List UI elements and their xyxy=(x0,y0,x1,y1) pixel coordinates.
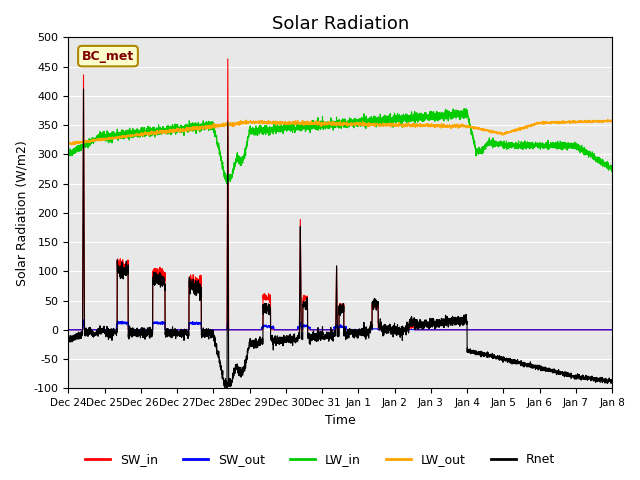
LW_out xyxy=(608,117,616,123)
LW_in xyxy=(65,150,72,156)
Rnet xyxy=(608,380,616,386)
Line: SW_in: SW_in xyxy=(68,59,612,330)
LW_out xyxy=(608,119,616,125)
LW_in xyxy=(462,110,470,116)
SW_out xyxy=(320,327,328,333)
SW_in xyxy=(65,327,72,333)
Y-axis label: Solar Radiation (W/m2): Solar Radiation (W/m2) xyxy=(15,140,28,286)
Rnet xyxy=(79,86,87,92)
SW_out xyxy=(462,327,470,333)
Rnet xyxy=(493,356,501,361)
LW_out xyxy=(462,124,470,130)
SW_out xyxy=(65,327,72,333)
SW_out xyxy=(432,327,440,333)
Text: BC_met: BC_met xyxy=(82,49,134,62)
SW_out xyxy=(493,327,500,333)
SW_in xyxy=(320,327,328,333)
LW_out xyxy=(65,141,72,146)
SW_in xyxy=(493,327,500,333)
LW_in xyxy=(320,123,328,129)
SW_out xyxy=(607,327,615,333)
SW_in xyxy=(224,56,232,62)
Legend: SW_in, SW_out, LW_in, LW_out, Rnet: SW_in, SW_out, LW_in, LW_out, Rnet xyxy=(80,448,560,471)
Rnet xyxy=(462,316,470,322)
LW_out xyxy=(320,121,328,127)
Title: Solar Radiation: Solar Radiation xyxy=(271,15,409,33)
LW_in xyxy=(162,129,170,135)
LW_in xyxy=(223,181,231,187)
X-axis label: Time: Time xyxy=(324,414,356,427)
Rnet xyxy=(320,334,328,340)
Line: LW_out: LW_out xyxy=(68,120,612,144)
LW_out xyxy=(68,142,76,147)
Rnet xyxy=(221,387,228,393)
SW_in xyxy=(162,327,170,333)
SW_in xyxy=(608,327,616,333)
LW_out xyxy=(604,117,611,122)
SW_out xyxy=(608,327,616,333)
SW_in xyxy=(432,327,440,333)
LW_out xyxy=(163,128,170,133)
Rnet xyxy=(65,336,72,342)
LW_in xyxy=(608,165,616,171)
SW_out xyxy=(224,316,232,322)
Line: LW_in: LW_in xyxy=(68,108,612,184)
LW_in xyxy=(608,166,616,172)
LW_out xyxy=(432,122,440,128)
LW_in xyxy=(460,106,468,111)
Rnet xyxy=(608,378,616,384)
LW_out xyxy=(493,129,500,135)
SW_in xyxy=(462,327,470,333)
Line: Rnet: Rnet xyxy=(68,89,612,390)
Rnet xyxy=(163,331,170,337)
SW_in xyxy=(607,327,615,333)
LW_in xyxy=(493,139,501,145)
LW_in xyxy=(432,110,440,116)
Rnet xyxy=(432,324,440,330)
Line: SW_out: SW_out xyxy=(68,319,612,330)
SW_out xyxy=(162,327,170,333)
